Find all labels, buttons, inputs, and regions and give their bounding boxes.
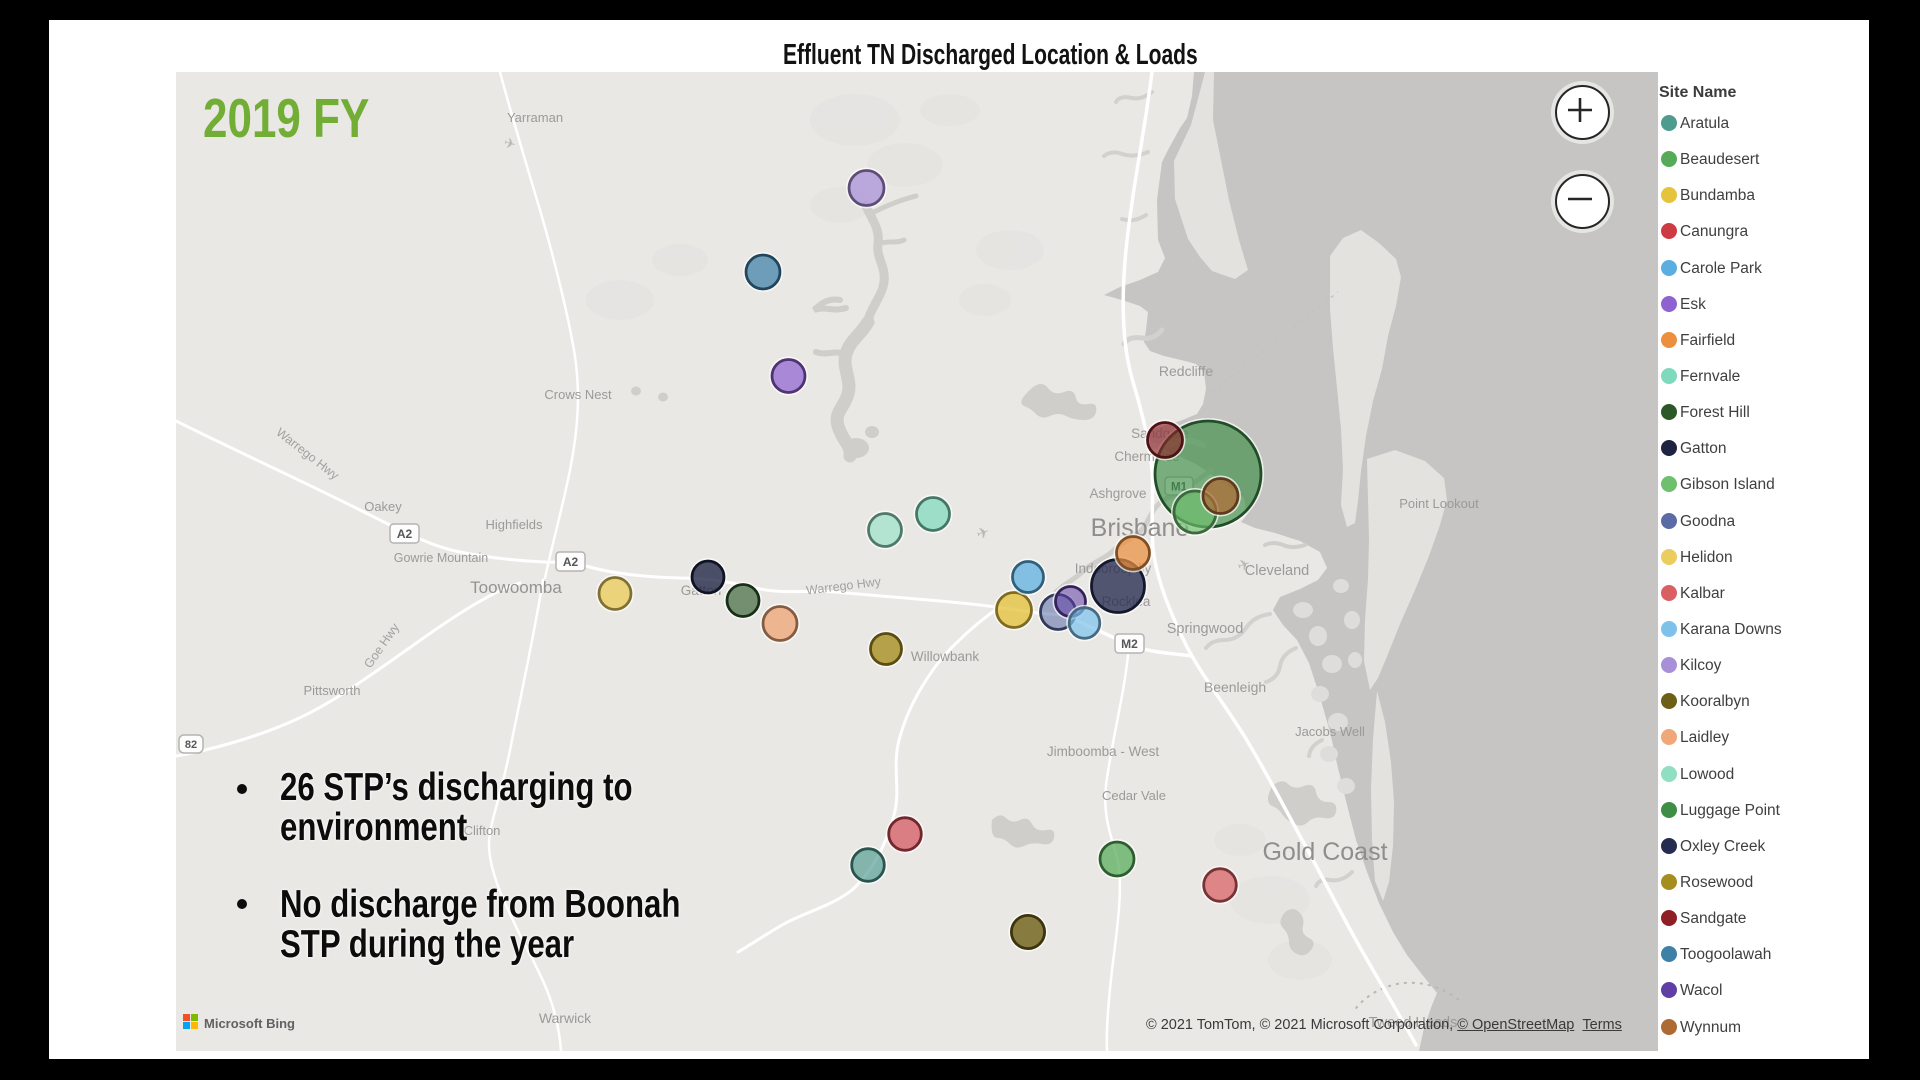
svg-text:Crows Nest: Crows Nest xyxy=(544,387,612,402)
svg-text:Jacobs Well: Jacobs Well xyxy=(1295,724,1365,739)
svg-text:Point Lookout: Point Lookout xyxy=(1399,496,1479,511)
svg-text:M2: M2 xyxy=(1121,637,1138,651)
svg-text:Warwick: Warwick xyxy=(539,1010,592,1026)
svg-text:A2: A2 xyxy=(397,527,413,541)
svg-text:Tweed Heads: Tweed Heads xyxy=(1369,1015,1458,1031)
svg-text:Oakey: Oakey xyxy=(364,499,402,514)
svg-text:Cedar Vale: Cedar Vale xyxy=(1102,788,1166,803)
svg-text:Springwood: Springwood xyxy=(1167,621,1244,637)
svg-text:✈: ✈ xyxy=(1235,555,1253,575)
svg-text:✈: ✈ xyxy=(974,523,992,543)
svg-text:Yarraman: Yarraman xyxy=(507,110,563,125)
svg-text:Beenleigh: Beenleigh xyxy=(1204,679,1266,695)
svg-text:Highfields: Highfields xyxy=(485,517,543,532)
svg-text:Pittsworth: Pittsworth xyxy=(303,683,360,698)
svg-text:Gowrie Mountain: Gowrie Mountain xyxy=(394,551,489,565)
svg-text:Clifton: Clifton xyxy=(464,823,501,838)
svg-text:Gold Coast: Gold Coast xyxy=(1262,838,1387,866)
svg-text:✈: ✈ xyxy=(502,134,517,152)
svg-text:Redcliffe: Redcliffe xyxy=(1159,363,1213,379)
svg-text:A2: A2 xyxy=(563,555,579,569)
svg-text:82: 82 xyxy=(185,739,197,751)
svg-text:Cleveland: Cleveland xyxy=(1245,563,1310,579)
svg-text:Toowoomba: Toowoomba xyxy=(470,578,562,597)
svg-text:Willowbank: Willowbank xyxy=(911,649,980,664)
svg-text:Ashgrove: Ashgrove xyxy=(1089,486,1146,501)
svg-text:Jimboomba - West: Jimboomba - West xyxy=(1047,744,1160,759)
